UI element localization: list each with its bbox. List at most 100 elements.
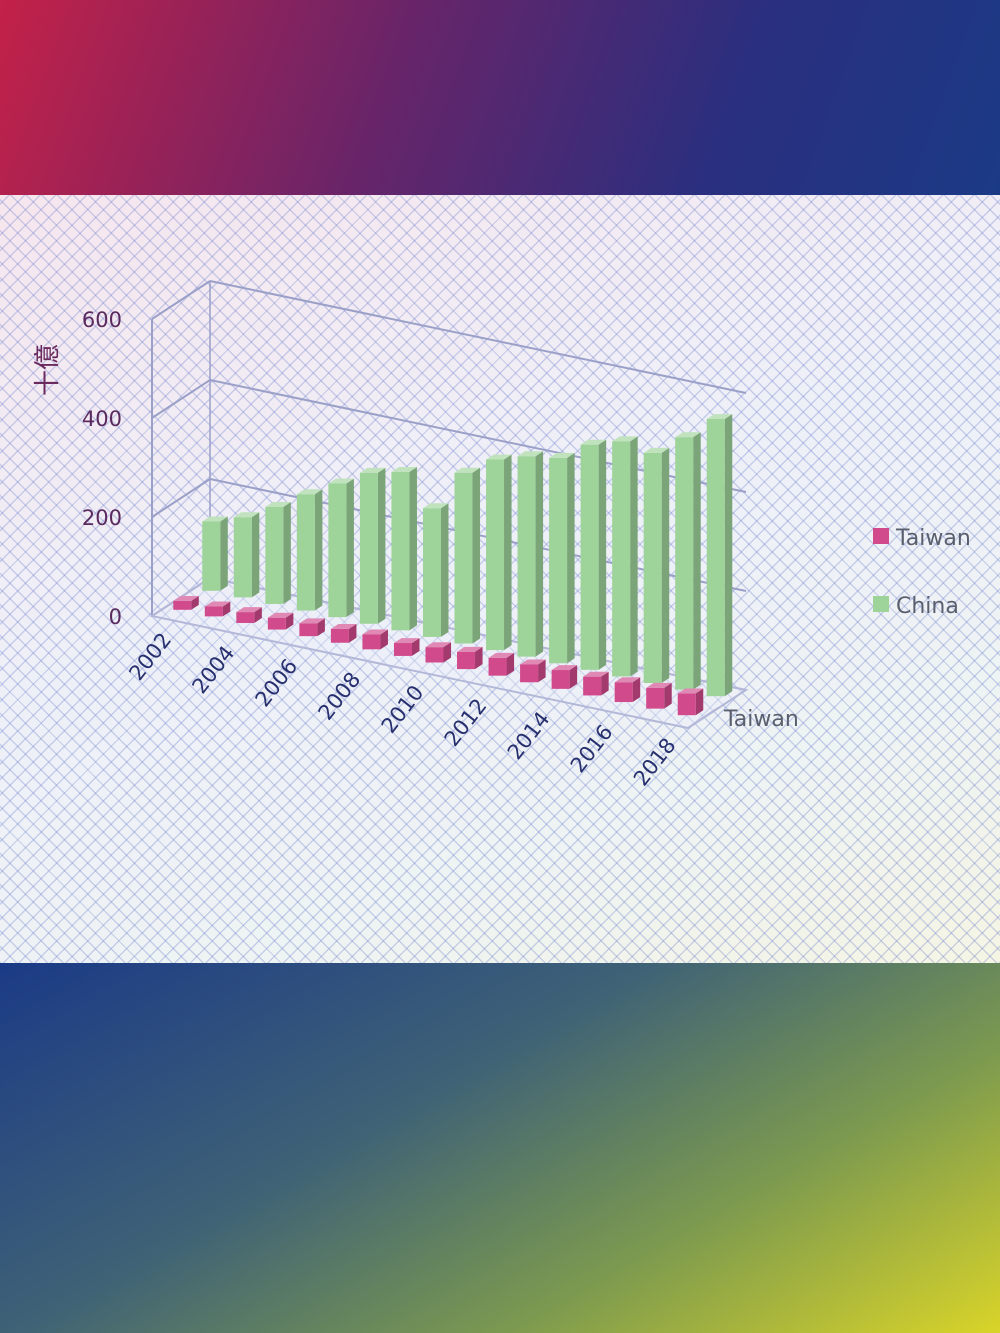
bar-top: [299, 618, 325, 624]
bar-top: [486, 454, 512, 460]
bar-front: [267, 617, 286, 630]
bar-china: [296, 489, 323, 611]
bar-side: [695, 688, 704, 716]
bar-side: [348, 623, 357, 643]
bar-top: [204, 601, 231, 607]
y-tick-label: 200: [82, 506, 122, 530]
bar-front: [517, 456, 536, 657]
bar-taiwan: [330, 623, 357, 643]
depth-axis-label: Taiwan: [723, 707, 799, 732]
bar-top: [328, 478, 354, 484]
bar-front: [202, 521, 221, 591]
bar-top: [488, 652, 515, 658]
y-tick-label: 600: [82, 308, 122, 332]
bottom-gradient-band: [0, 963, 1000, 1333]
bar-front: [391, 471, 410, 631]
x-tick-label: 2016: [566, 720, 618, 777]
bar-side: [314, 489, 323, 611]
legend-label-china: China: [896, 594, 959, 619]
bar-taiwan: [425, 642, 452, 663]
bar-side: [254, 607, 262, 623]
bar-taiwan: [583, 671, 609, 696]
bar-china: [391, 466, 417, 631]
bars-group: [173, 414, 733, 716]
series-china: [202, 414, 733, 697]
bar-front: [296, 494, 315, 611]
bar-top: [551, 665, 578, 671]
bar-side: [380, 629, 388, 650]
bar-side: [504, 454, 512, 651]
bar-top: [391, 466, 417, 472]
bar-side: [538, 659, 546, 683]
bar-top: [359, 467, 386, 473]
bar-front: [299, 623, 318, 637]
bar-taiwan: [173, 595, 199, 610]
bar-front: [580, 444, 599, 670]
bar-front: [677, 693, 696, 716]
bar-china: [422, 503, 449, 637]
y-tick-label: 0: [109, 605, 122, 629]
bar-side: [251, 512, 260, 598]
bar-top: [236, 607, 262, 613]
bar-front: [265, 506, 284, 604]
y-axis-label: 十億: [33, 344, 63, 396]
bar-side: [569, 665, 578, 689]
x-tick-label: 2010: [377, 681, 429, 738]
bar-top: [646, 682, 672, 688]
bar-front: [520, 664, 539, 683]
bar-top: [583, 671, 609, 677]
bar-top: [330, 623, 357, 629]
bar-front: [486, 459, 505, 651]
bar-taiwan: [551, 665, 578, 689]
bar-front: [328, 483, 347, 618]
bar-side: [472, 467, 481, 644]
top-gradient-band: [0, 0, 1000, 195]
x-tick-label: 2014: [503, 707, 555, 764]
back-wall-gridline: [209, 280, 747, 394]
bar-front: [362, 634, 381, 650]
bar-china: [675, 432, 701, 690]
bar-side: [222, 601, 231, 617]
bar-top: [267, 612, 294, 618]
bar-side: [411, 638, 420, 656]
depth-axis-line: [687, 707, 719, 729]
bar-front: [173, 600, 192, 610]
legend-swatch-china: [873, 596, 889, 612]
bar-side: [475, 646, 483, 670]
bar-top: [549, 452, 575, 458]
bar-china: [233, 512, 260, 598]
bar-china: [612, 436, 638, 677]
bar-side: [535, 451, 544, 657]
bar-top: [393, 638, 420, 644]
bar-front: [233, 517, 252, 598]
bar-china: [580, 439, 607, 670]
bar-top: [614, 677, 641, 683]
bar-front: [422, 508, 441, 637]
bar-china: [454, 467, 481, 644]
bar-side: [440, 503, 449, 637]
bar-side: [377, 467, 386, 624]
bar-china: [706, 414, 733, 697]
bar-taiwan: [646, 682, 672, 709]
bar-china: [643, 447, 670, 684]
bar-front: [646, 687, 665, 709]
bar-top: [202, 516, 228, 522]
bar-front: [612, 441, 631, 677]
bar-top: [422, 503, 449, 509]
x-tick-label: 2002: [124, 628, 176, 685]
bar-taiwan: [520, 659, 546, 683]
bar-side: [220, 516, 228, 591]
bar-top: [520, 659, 546, 665]
x-tick-label: 2004: [187, 641, 239, 698]
bar-taiwan: [204, 601, 231, 617]
legend-swatch-taiwan: [873, 528, 889, 544]
bar-top: [675, 432, 701, 438]
bar-china: [202, 516, 228, 591]
bar-side: [664, 682, 672, 709]
bar-taiwan: [393, 638, 420, 656]
bar-taiwan: [457, 646, 483, 670]
bar-taiwan: [677, 688, 704, 716]
bar-front: [236, 612, 255, 623]
bar-front: [425, 647, 444, 663]
